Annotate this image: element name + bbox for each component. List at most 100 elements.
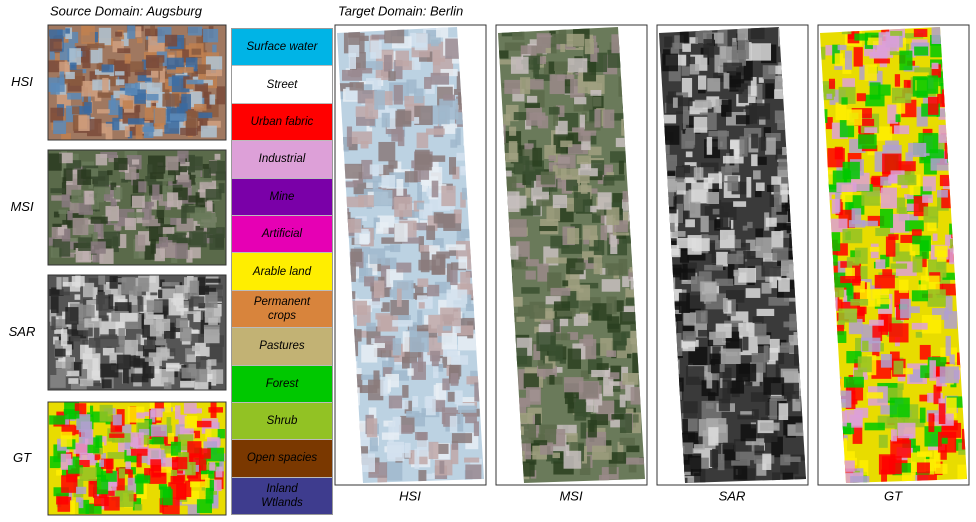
legend: Surface water Street Urban fabric Industria… (231, 28, 333, 515)
image-texture (60, 329, 68, 346)
image-texture (356, 116, 375, 126)
image-texture (560, 43, 566, 53)
legend-item: Open spacies (232, 440, 332, 478)
image-texture (906, 203, 919, 212)
image-texture (162, 299, 172, 306)
image-texture (874, 274, 895, 289)
image-texture (590, 90, 602, 96)
image-texture (388, 71, 396, 81)
image-texture (128, 290, 138, 305)
image-texture (206, 227, 225, 238)
image-border (47, 401, 227, 516)
image-texture (446, 289, 468, 308)
image-texture (589, 132, 597, 145)
image-texture (679, 245, 690, 263)
image-texture (554, 147, 561, 166)
image-texture (683, 401, 698, 419)
image-texture (207, 120, 221, 128)
image-texture (341, 163, 363, 179)
image-texture (144, 339, 156, 350)
image-texture (755, 237, 772, 258)
image-texture (345, 219, 362, 233)
image-texture (388, 160, 398, 169)
image-texture (116, 278, 127, 283)
image-texture (98, 123, 107, 134)
image-texture (401, 237, 421, 244)
image-texture (414, 412, 426, 427)
image-texture (537, 56, 546, 65)
image-texture (694, 99, 711, 108)
image-texture (715, 278, 734, 286)
image-texture (919, 344, 931, 360)
image-texture (769, 347, 779, 361)
image-texture (95, 153, 108, 166)
image-texture (395, 50, 410, 67)
row-label: GT (13, 450, 32, 465)
image-texture (57, 227, 65, 236)
image-texture (517, 305, 531, 317)
image-texture (384, 27, 405, 44)
image-texture (86, 168, 99, 177)
image-texture (135, 234, 146, 252)
image-texture (622, 235, 632, 244)
image-texture (91, 304, 99, 322)
image-texture (411, 54, 421, 70)
image-texture (198, 285, 210, 295)
image-texture (145, 314, 164, 320)
image-texture (109, 433, 125, 438)
image-texture (887, 387, 903, 401)
image-texture (361, 344, 378, 363)
image-texture (890, 213, 910, 233)
image-texture (552, 367, 563, 373)
image-texture (143, 122, 154, 138)
image-texture (507, 219, 527, 237)
image-texture (841, 97, 848, 105)
image-texture (393, 280, 414, 300)
image-texture (895, 114, 901, 123)
image-texture (68, 410, 80, 419)
image-texture (357, 68, 373, 74)
image-texture (110, 95, 116, 110)
legend-item: Industrial (232, 141, 332, 179)
image-texture (127, 406, 145, 423)
image-texture (65, 307, 79, 325)
image-texture (768, 296, 790, 306)
image-texture (573, 192, 591, 213)
image-texture (89, 49, 99, 64)
image-texture (933, 447, 941, 468)
image-texture (722, 379, 731, 401)
image-texture (102, 347, 115, 356)
image-texture (780, 342, 791, 348)
image-texture (723, 62, 743, 73)
image-texture (112, 473, 117, 491)
image-texture (190, 481, 206, 488)
image-texture (146, 300, 163, 313)
image-texture (726, 338, 743, 352)
image-texture (88, 479, 97, 497)
image-texture (96, 315, 110, 322)
image-texture (869, 82, 881, 100)
image-texture (65, 490, 73, 503)
image-texture (75, 486, 87, 495)
image-texture (359, 233, 370, 245)
image-texture (189, 230, 207, 248)
legend-item: Street (232, 66, 332, 104)
image-texture (392, 416, 402, 436)
image-texture (127, 477, 137, 493)
image-texture (534, 74, 552, 81)
image-texture (580, 370, 590, 380)
image-texture (348, 37, 360, 58)
image-texture (623, 212, 629, 225)
image-texture (195, 225, 204, 231)
image-texture (205, 189, 222, 200)
image-texture (511, 182, 525, 188)
image-texture (875, 227, 895, 237)
image-texture (84, 318, 102, 328)
image-texture (769, 338, 780, 353)
image-texture (528, 441, 536, 449)
image-texture (842, 228, 863, 244)
image-texture (850, 476, 870, 483)
image-texture (773, 185, 781, 198)
image-texture (352, 329, 362, 342)
